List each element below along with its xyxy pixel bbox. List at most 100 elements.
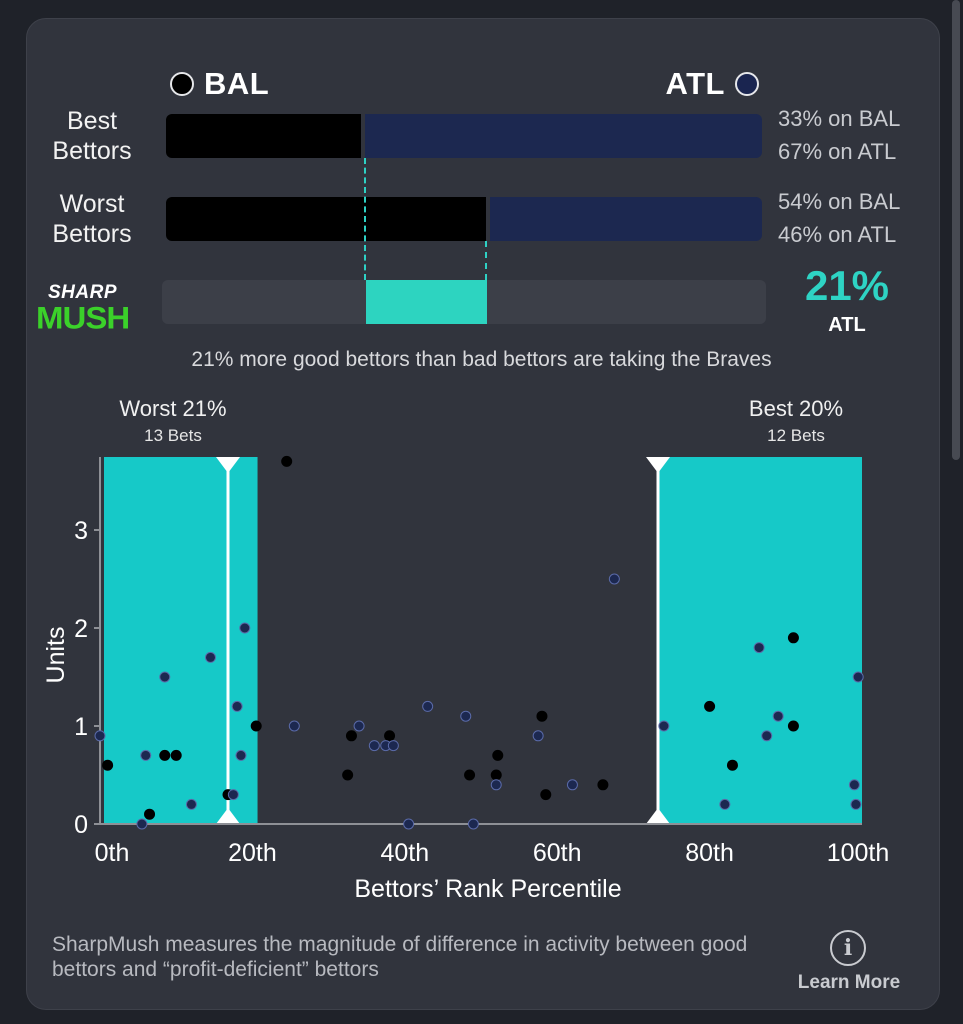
atl-bet-point <box>422 700 434 712</box>
y-tick-label: 2 <box>74 615 88 643</box>
bal-bet-point <box>490 769 502 781</box>
atl-bet-point <box>94 730 106 742</box>
bar-divider <box>485 197 490 241</box>
worst-bettors-label-line1: Worst <box>59 190 125 218</box>
best-bettors-bal-segment <box>166 114 362 158</box>
bal-bet-point <box>597 779 609 791</box>
worst-bettors-bar <box>166 197 762 241</box>
atl-bet-point <box>852 671 864 683</box>
info-icon[interactable]: i <box>830 930 866 966</box>
sharpmush-logo: SHARP MUSH <box>36 282 148 336</box>
scatter-chart: 0 1 2 3 0th 20th 40th 60th 80th 100th Bettors’ Ran… <box>42 455 890 903</box>
bal-bet-point <box>540 789 552 801</box>
bal-bet-point <box>345 730 357 742</box>
worst-zone-boundary-top-handle <box>216 457 240 473</box>
best-bettors-atl-pct: 67% on ATL <box>778 139 897 164</box>
bal-bet-point <box>159 749 171 761</box>
y-axis-label: Units <box>42 627 70 684</box>
bal-bet-point <box>726 759 738 771</box>
atl-bet-point <box>136 818 148 830</box>
y-tick-label: 3 <box>74 517 88 545</box>
worst-bettors-bal-pct: 54% on BAL <box>778 189 901 214</box>
bal-bet-point <box>464 769 476 781</box>
worst-zone-title: Worst 21% <box>119 396 227 421</box>
team-bal-dot <box>170 72 194 96</box>
atl-bet-point <box>387 740 399 752</box>
logo-text-top: SHARP <box>48 282 118 303</box>
atl-bet-point <box>761 730 773 742</box>
atl-bet-point <box>848 779 860 791</box>
bal-bet-point <box>170 749 182 761</box>
y-tick-label: 1 <box>74 713 88 741</box>
atl-bet-point <box>753 642 765 654</box>
team-bal-name: BAL <box>204 66 270 101</box>
bal-bet-point <box>102 759 114 771</box>
worst-bettors-atl-segment <box>489 197 762 241</box>
atl-bet-point <box>403 818 415 830</box>
logo-text-bottom: MUSH <box>36 299 130 336</box>
best-zone-boundary-bottom-handle <box>646 808 670 824</box>
x-tick-label: 40th <box>380 839 429 867</box>
atl-bet-point <box>608 573 620 585</box>
best-bettors-atl-segment <box>365 114 762 158</box>
atl-bet-point <box>460 710 472 722</box>
bal-bet-point <box>342 769 354 781</box>
atl-bet-point <box>204 651 216 663</box>
bal-bet-point <box>787 632 799 644</box>
best-zone-count: 12 Bets <box>767 426 825 445</box>
worst-bettors-bal-segment <box>166 197 486 241</box>
bal-bet-point <box>536 710 548 722</box>
footer-description: SharpMush measures the magnitude of diff… <box>52 933 748 981</box>
worst-bettors-label: Worst Bettors <box>12 189 172 249</box>
worst-split-connector <box>485 241 487 280</box>
best-bettors-pct: 33% on BAL 67% on ATL <box>778 102 900 168</box>
best-bettors-bar <box>166 114 762 158</box>
team-bal-header: BAL <box>170 66 269 102</box>
sharpmush-fill <box>366 280 487 324</box>
atl-bet-point <box>772 710 784 722</box>
atl-bet-point <box>185 798 197 810</box>
worst-bettors-atl-pct: 46% on ATL <box>778 222 897 247</box>
x-tick-label: 80th <box>685 839 734 867</box>
best-zone-title: Best 20% <box>748 396 844 421</box>
learn-more-link[interactable]: Learn More <box>797 972 901 993</box>
atl-bet-point <box>719 798 731 810</box>
bar-divider <box>361 114 366 158</box>
sharpmush-summary: 21% more good bettors than bad bettors a… <box>191 348 772 371</box>
atl-bet-point <box>239 622 251 634</box>
bal-bet-point <box>704 700 716 712</box>
atl-bet-point <box>159 671 171 683</box>
best-bettors-label-line1: Best <box>66 107 118 135</box>
worst-zone-area <box>104 457 258 824</box>
sharpmush-value: 21% <box>804 262 890 309</box>
best-bettors-label: Best Bettors <box>12 106 172 166</box>
atl-bet-point <box>566 779 578 791</box>
worst-bettors-pct: 54% on BAL 46% on ATL <box>778 185 900 251</box>
bal-bet-point <box>281 455 293 467</box>
scrollbar[interactable] <box>952 0 960 460</box>
worst-zone-boundary-bottom-handle <box>216 808 240 824</box>
x-tick-label: 0th <box>95 839 130 867</box>
bal-bet-point <box>144 808 156 820</box>
atl-bet-point <box>235 749 247 761</box>
team-atl-name: ATL <box>665 66 725 101</box>
worst-bettors-label-line2: Bettors <box>52 220 132 248</box>
team-atl-header: ATL <box>666 66 759 102</box>
atl-bet-point <box>288 720 300 732</box>
x-tick-label: 20th <box>228 839 277 867</box>
atl-bet-point <box>353 720 365 732</box>
y-tick-label: 0 <box>74 811 88 839</box>
atl-bet-point <box>368 740 380 752</box>
atl-bet-point <box>467 818 479 830</box>
x-tick-label: 60th <box>533 839 582 867</box>
atl-bet-point <box>658 720 670 732</box>
sharpmush-team: ATL <box>828 314 866 336</box>
bal-bet-point <box>492 749 504 761</box>
bal-bet-point <box>384 730 396 742</box>
atl-bet-point <box>532 730 544 742</box>
x-tick-label: 100th <box>827 839 890 867</box>
best-bettors-label-line2: Bettors <box>52 137 132 165</box>
x-axis-label: Bettors’ Rank Percentile <box>354 875 621 903</box>
best-split-connector <box>364 158 366 280</box>
best-zone-area <box>658 457 862 824</box>
